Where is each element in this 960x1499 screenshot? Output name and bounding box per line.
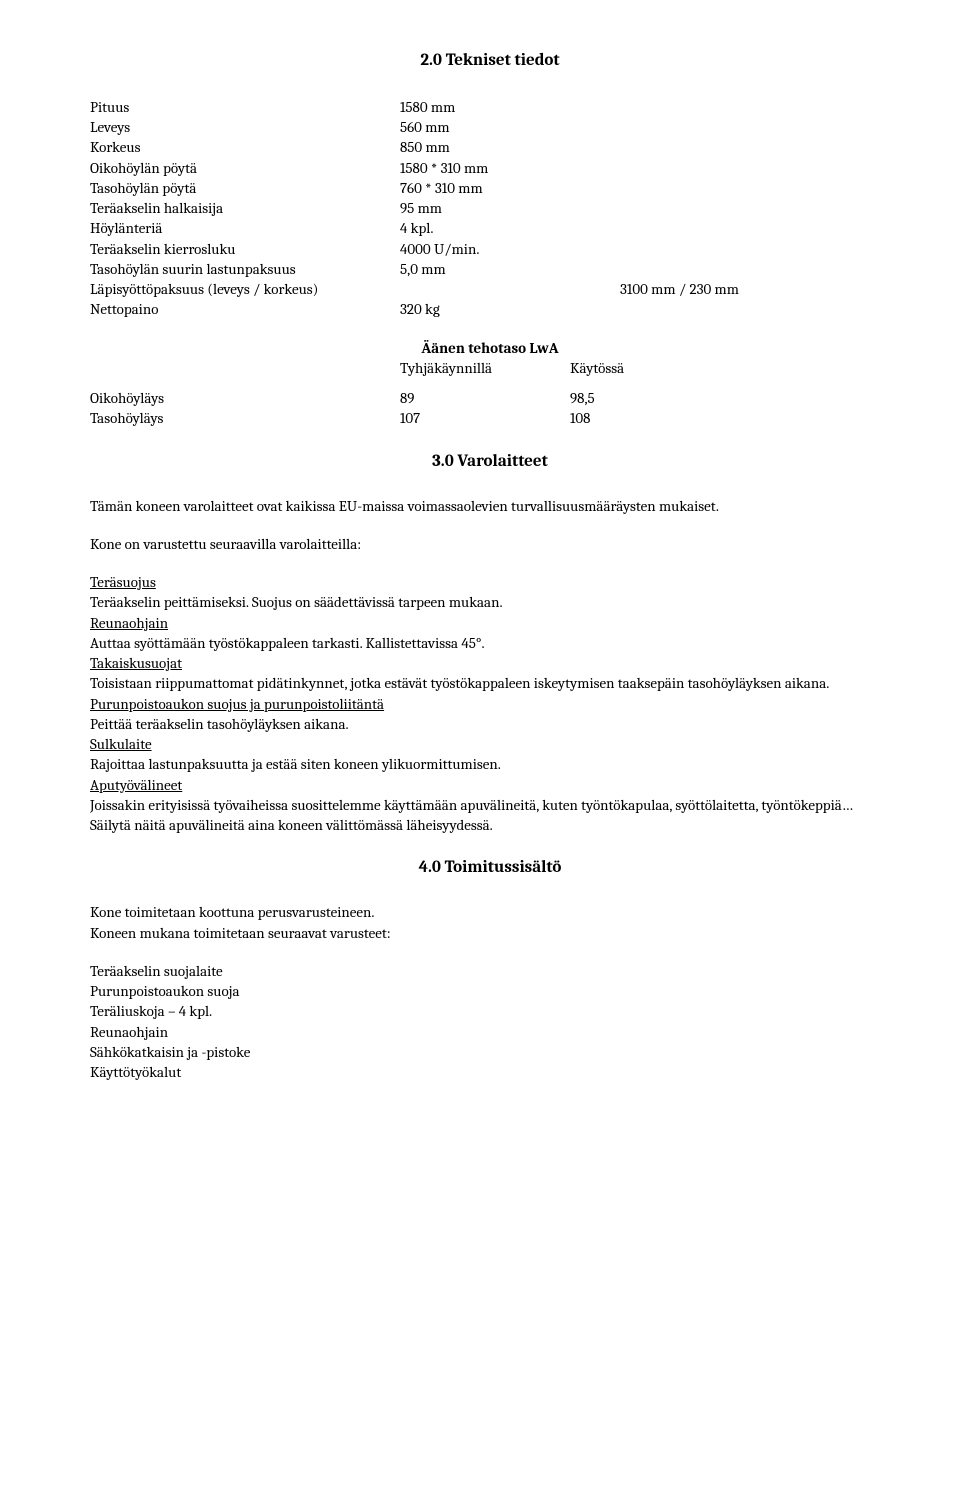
safety-text: Teräakselin peittämiseksi. Suojus on sää…: [90, 592, 890, 612]
safety-text: Säilytä näitä apuvälineitä aina koneen v…: [90, 815, 890, 835]
safety-items: Teräsuojus Teräakselin peittämiseksi. Su…: [90, 572, 890, 835]
safety-title: Aputyövälineet: [90, 776, 182, 794]
safety-text: Auttaa syöttämään työstökappaleen tarkas…: [90, 633, 890, 653]
sound-row: Oikohöyläys 89 98,5: [90, 388, 890, 408]
delivery-item: Teräakselin suojalaite: [90, 961, 890, 981]
spec-value: 95 mm: [400, 198, 620, 218]
delivery-item: Purunpoistoaukon suoja: [90, 981, 890, 1001]
safety-text: Rajoittaa lastunpaksuutta ja estää siten…: [90, 754, 890, 774]
spec-row: Teräakselin halkaisija 95 mm: [90, 198, 890, 218]
spec-row: Höylänteriä 4 kpl.: [90, 218, 890, 238]
sound-row-v1: 89: [400, 388, 570, 408]
spec-value: 320 kg: [400, 299, 620, 319]
spec-value: 1580 * 310 mm: [400, 158, 620, 178]
safety-text: Joissakin erityisissä työvaiheissa suosi…: [90, 795, 890, 815]
spec-value: 5,0 mm: [400, 259, 620, 279]
sound-header: Äänen tehotaso LwA: [90, 338, 890, 358]
delivery-list: Teräakselin suojalaite Purunpoistoaukon …: [90, 961, 890, 1083]
safety-title: Purunpoistoaukon suojus ja purunpoistoli…: [90, 695, 384, 713]
section-4-line2: Koneen mukana toimitetaan seuraavat varu…: [90, 923, 890, 943]
safety-text: Toisistaan riippumattomat pidätinkynnet,…: [90, 673, 890, 693]
spec-label: Höylänteriä: [90, 218, 400, 238]
spec-label: Leveys: [90, 117, 400, 137]
sound-col1: Tyhjäkäynnillä: [400, 358, 570, 378]
safety-title: Takaiskusuojat: [90, 654, 182, 672]
safety-title: Sulkulaite: [90, 735, 152, 753]
spec-label: Tasohöylän pöytä: [90, 178, 400, 198]
safety-title: Reunaohjain: [90, 614, 168, 632]
section-2-heading: 2.0 Tekniset tiedot: [90, 50, 890, 73]
spec-row: Läpisyöttöpaksuus (leveys / korkeus) 310…: [90, 279, 890, 299]
sound-title: Äänen tehotaso LwA: [90, 338, 890, 358]
spec-row: Tasohöylän pöytä 760 * 310 mm: [90, 178, 890, 198]
safety-title: Teräsuojus: [90, 573, 156, 591]
delivery-item: Reunaohjain: [90, 1022, 890, 1042]
spec-row: Pituus 1580 mm: [90, 97, 890, 117]
spec-row: Teräakselin kierrosluku 4000 U/min.: [90, 239, 890, 259]
spec-label: Korkeus: [90, 137, 400, 157]
section-3-equipped: Kone on varustettu seuraavilla varolaitt…: [90, 534, 890, 554]
spec-value: 560 mm: [400, 117, 620, 137]
sound-label-blank: [90, 358, 400, 378]
spec-label: Läpisyöttöpaksuus (leveys / korkeus): [90, 279, 400, 299]
spec-label: Teräakselin kierrosluku: [90, 239, 400, 259]
spec-value: 4000 U/min.: [400, 239, 620, 259]
specs-table: Pituus 1580 mm Leveys 560 mm Korkeus 850…: [90, 97, 890, 320]
sound-col2: Käytössä: [570, 358, 740, 378]
spec-value: 850 mm: [400, 137, 620, 157]
section-4-heading: 4.0 Toimitussisältö: [90, 857, 890, 880]
spec-row: Nettopaino 320 kg: [90, 299, 890, 319]
sound-subheader-row: Tyhjäkäynnillä Käytössä: [90, 358, 890, 378]
sound-row-v2: 108: [570, 408, 740, 428]
spec-label: Teräakselin halkaisija: [90, 198, 400, 218]
spec-value: 1580 mm: [400, 97, 620, 117]
spec-label: Oikohöylän pöytä: [90, 158, 400, 178]
sound-row-label: Oikohöyläys: [90, 388, 400, 408]
spec-row: Leveys 560 mm: [90, 117, 890, 137]
spec-label: Nettopaino: [90, 299, 400, 319]
safety-text: Peittää teräakselin tasohöyläyksen aikan…: [90, 714, 890, 734]
sound-row-label: Tasohöyläys: [90, 408, 400, 428]
delivery-item: Käyttötyökalut: [90, 1062, 890, 1082]
sound-table: Oikohöyläys 89 98,5 Tasohöyläys 107 108: [90, 388, 890, 429]
sound-row: Tasohöyläys 107 108: [90, 408, 890, 428]
delivery-item: Sähkökatkaisin ja -pistoke: [90, 1042, 890, 1062]
spec-row: Oikohöylän pöytä 1580 * 310 mm: [90, 158, 890, 178]
spec-row: Korkeus 850 mm: [90, 137, 890, 157]
spec-label: Tasohöylän suurin lastunpaksuus: [90, 259, 400, 279]
spec-value: 760 * 310 mm: [400, 178, 620, 198]
spec-extra: 3100 mm / 230 mm: [620, 279, 890, 299]
delivery-item: Teräliuskoja – 4 kpl.: [90, 1001, 890, 1021]
section-3-intro: Tämän koneen varolaitteet ovat kaikissa …: [90, 496, 890, 516]
spec-value: [400, 279, 620, 299]
spec-value: 4 kpl.: [400, 218, 620, 238]
sound-row-v2: 98,5: [570, 388, 740, 408]
sound-row-v1: 107: [400, 408, 570, 428]
spec-row: Tasohöylän suurin lastunpaksuus 5,0 mm: [90, 259, 890, 279]
section-3-heading: 3.0 Varolaitteet: [90, 451, 890, 474]
spec-label: Pituus: [90, 97, 400, 117]
section-4-line1: Kone toimitetaan koottuna perusvarustein…: [90, 902, 890, 922]
